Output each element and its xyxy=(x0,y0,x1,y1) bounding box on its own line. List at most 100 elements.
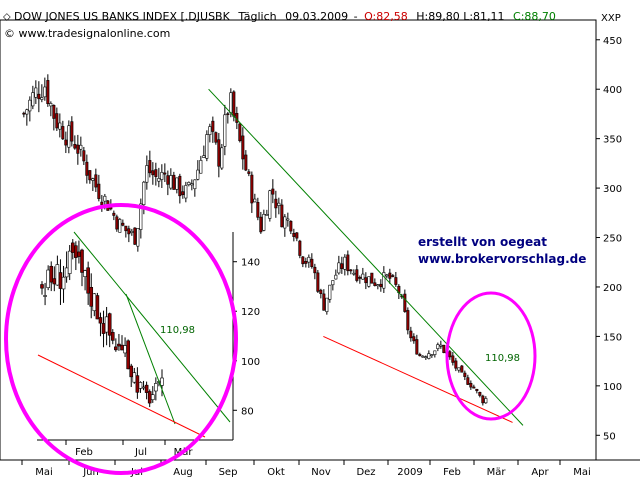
y-tick-label: 450 xyxy=(603,36,622,47)
candle-body xyxy=(484,398,488,404)
y-axis-main: 50 100 150 200 250 300 350 400 450 xyxy=(596,36,622,442)
candle-body xyxy=(475,388,479,392)
candle-body xyxy=(325,297,329,312)
candle-body xyxy=(433,350,437,355)
inset-candle-body xyxy=(132,372,137,383)
candle-body xyxy=(136,228,140,247)
candle-body xyxy=(382,272,386,289)
candle-body xyxy=(295,232,299,239)
candle-body xyxy=(349,269,353,272)
trendlines-inset xyxy=(37,231,231,438)
candle-body xyxy=(163,172,167,175)
highlight-circle-main xyxy=(445,291,537,421)
candle-body xyxy=(166,175,170,185)
candle-body xyxy=(403,293,407,312)
candle-body xyxy=(460,365,464,373)
candle-body xyxy=(370,272,374,284)
candle-body xyxy=(226,113,230,115)
inset-candle-body xyxy=(46,269,50,288)
candle-body xyxy=(448,351,452,358)
inset-candle-body xyxy=(61,276,66,290)
candle-body xyxy=(319,289,323,294)
inset-candle-body xyxy=(120,344,124,351)
candle-body xyxy=(385,274,389,277)
candles-inset xyxy=(40,239,164,408)
candle-body xyxy=(184,185,188,199)
trendline-red xyxy=(323,335,513,423)
candle-body xyxy=(91,178,95,181)
x-tick-label: Sep xyxy=(219,467,238,478)
candle-body xyxy=(427,353,431,359)
close-label: C:88,70 xyxy=(513,10,556,23)
x-tick-label: Feb xyxy=(443,467,461,478)
candle-body xyxy=(451,355,455,363)
candle-body xyxy=(406,310,410,331)
candle-body xyxy=(49,103,53,107)
candle-body xyxy=(154,169,158,177)
candle-body xyxy=(280,204,284,228)
inset-candle-body xyxy=(147,391,152,404)
inset-candle-body xyxy=(86,267,90,294)
y-tick-label: 200 xyxy=(603,283,622,294)
candle-body xyxy=(220,147,224,169)
candle-body xyxy=(469,382,473,388)
candle-body xyxy=(241,135,245,160)
candle-body xyxy=(37,93,41,100)
candle-body xyxy=(478,391,482,396)
x-tick-label: Okt xyxy=(267,467,285,478)
candle-body xyxy=(43,86,47,98)
inset-candle-body xyxy=(150,394,155,401)
inset-y-tick-label: 140 xyxy=(241,258,260,269)
inset-candle-body xyxy=(58,272,63,289)
candle-body xyxy=(178,175,182,197)
candle-body xyxy=(376,284,380,287)
x-tick-label: 2009 xyxy=(397,467,422,478)
candle-body xyxy=(61,126,65,140)
y-tick-label: 300 xyxy=(603,184,622,195)
candle-body xyxy=(172,174,176,190)
candle-body xyxy=(31,92,35,107)
candle-body xyxy=(112,212,116,216)
inset-y-tick-label: 120 xyxy=(241,307,260,318)
candle-body xyxy=(436,344,440,349)
candle-body xyxy=(157,178,161,182)
candle-body xyxy=(25,109,29,115)
candle-body xyxy=(142,181,146,206)
inset-y-tick-label: 100 xyxy=(241,357,260,368)
hl-label: H:89,80 L:81,11 xyxy=(416,10,504,23)
candle-body xyxy=(58,122,62,130)
copyright-label: © www.tradesignalonline.com xyxy=(4,27,170,40)
candle-body xyxy=(145,165,149,183)
candle-body xyxy=(34,87,38,98)
candle-body xyxy=(367,276,371,287)
trendline-green xyxy=(208,88,524,426)
inset-candle-body xyxy=(141,386,146,389)
header-text: DOW JONES US BANKS INDEX [.DJUSBK Täglic… xyxy=(14,10,556,23)
candle-body xyxy=(361,273,365,280)
candle-body xyxy=(346,254,350,272)
candle-body xyxy=(292,232,296,237)
candle-body xyxy=(130,230,134,233)
candle-body xyxy=(301,256,305,265)
y-tick-label: 150 xyxy=(603,332,622,343)
candle-body xyxy=(253,198,257,203)
inset-candle-body xyxy=(80,249,84,273)
candle-body xyxy=(82,150,86,162)
inset-candle-body xyxy=(135,375,140,393)
inset-candle-body xyxy=(67,250,72,274)
inset-candle-body xyxy=(55,264,60,286)
credit-line-2: www.brokervorschlag.de xyxy=(418,252,586,266)
candles-main xyxy=(22,74,488,406)
x-tick-label: Jun xyxy=(82,467,99,478)
y-tick-label: 50 xyxy=(603,431,616,442)
candle-body xyxy=(388,272,392,279)
candle-body xyxy=(454,360,458,369)
inset-candle-body xyxy=(144,384,149,393)
inset-x-tick-label: Jul xyxy=(134,447,147,458)
candle-body xyxy=(148,160,152,174)
candle-body xyxy=(466,377,470,385)
candle-body xyxy=(310,258,314,268)
date-label: 09.03.2009 xyxy=(285,10,348,23)
candle-body xyxy=(238,123,242,142)
